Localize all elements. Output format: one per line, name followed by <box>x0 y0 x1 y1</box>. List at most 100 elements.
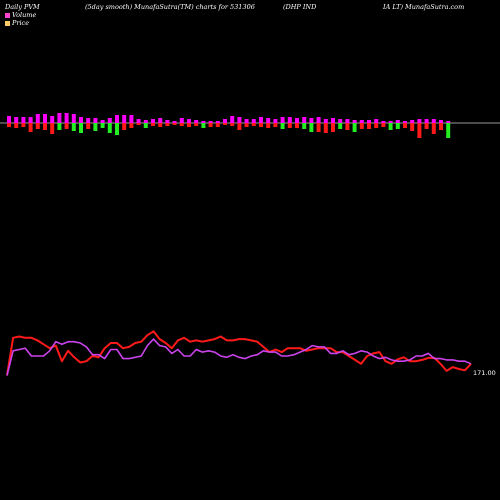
volume-bar-down <box>352 123 357 132</box>
volume-bar-up <box>107 118 112 123</box>
volume-bar-down <box>21 123 26 127</box>
volume-bar-down <box>136 123 141 125</box>
volume-bar-up <box>367 120 371 123</box>
volume-bar-up <box>381 121 386 123</box>
volume-bar-up <box>388 121 393 123</box>
volume-bar-down <box>223 123 227 125</box>
volume-bar-down <box>446 123 451 138</box>
volume-bar-up <box>431 119 436 123</box>
volume-bar-down <box>237 123 242 130</box>
volume-bar-down <box>410 123 415 131</box>
volume-bar-up <box>28 117 33 123</box>
volume-bar-down <box>287 123 292 128</box>
volume-bar-down <box>179 123 184 126</box>
chart-header-left: Daily PVM <box>5 3 40 11</box>
volume-bar-down <box>208 123 213 127</box>
volume-bar-down <box>295 123 299 128</box>
volume-bar-up <box>439 120 443 123</box>
volume-bar-down <box>338 123 343 129</box>
volume-bar-up <box>100 120 105 123</box>
volume-bar-up <box>323 119 328 123</box>
volume-bar-down <box>7 123 11 127</box>
volume-bar-down <box>230 123 235 126</box>
volume-bar-up <box>208 121 213 123</box>
volume-bar-up <box>151 119 155 123</box>
volume-bar-up <box>403 121 407 123</box>
volume-bar-up <box>223 119 227 123</box>
legend-volume-swatch <box>5 12 10 18</box>
volume-bar-down <box>374 123 379 128</box>
volume-bar-down <box>14 123 19 128</box>
volume-bar-down <box>359 123 364 129</box>
volume-bar-up <box>50 116 55 123</box>
volume-bar-up <box>417 119 422 123</box>
volume-bar-down <box>395 123 400 129</box>
volume-bar-up <box>309 118 314 123</box>
price-series-line <box>6 338 472 376</box>
volume-bar-up <box>187 119 191 123</box>
volume-bar-up <box>136 119 141 123</box>
volume-bar-up <box>287 117 292 123</box>
volume-bar-down <box>143 123 148 128</box>
volume-bar-down <box>316 123 321 132</box>
chart-header-title: (5day smooth) MunafaSutra(TM) charts for… <box>85 3 255 11</box>
volume-bar-up <box>201 121 206 123</box>
volume-bar-up <box>374 119 379 123</box>
volume-bar-down <box>122 123 127 130</box>
volume-bar-down <box>417 123 422 138</box>
price-end-label: 171.00 <box>473 369 496 377</box>
volume-bar-up <box>21 117 26 123</box>
volume-bar-down <box>381 123 386 127</box>
volume-bar-up <box>331 118 335 123</box>
volume-bar-down <box>57 123 62 130</box>
volume-bar-up <box>345 119 350 123</box>
volume-bar-up <box>244 119 249 123</box>
volume-bar-up <box>7 116 11 123</box>
volume-bar-up <box>158 118 163 123</box>
volume-bar-down <box>151 123 155 126</box>
volume-bar-up <box>57 113 62 123</box>
volume-bar-up <box>338 119 343 123</box>
volume-bar-down <box>273 123 278 127</box>
volume-bar-up <box>93 118 98 123</box>
legend-volume: Volume <box>5 11 36 19</box>
volume-bar-down <box>194 123 199 126</box>
volume-bar-down <box>331 123 335 132</box>
volume-bar-down <box>280 123 285 129</box>
volume-bar-down <box>201 123 206 128</box>
volume-bar-down <box>367 123 371 129</box>
volume-bar-down <box>439 123 443 130</box>
volume-bar-up <box>230 116 235 123</box>
volume-bar-down <box>165 123 170 126</box>
volume-bar-up <box>71 114 76 123</box>
volume-bar-down <box>129 123 134 128</box>
volume-bar-up <box>14 117 19 123</box>
volume-bar-up <box>143 120 148 123</box>
volume-bar-down <box>100 123 105 128</box>
volume-bar-up <box>215 121 220 123</box>
volume-bar-up <box>122 115 127 123</box>
legend-price-label: Price <box>12 19 30 27</box>
volume-bar-down <box>35 123 40 129</box>
volume-bar-down <box>388 123 393 130</box>
volume-bar-up <box>395 120 400 123</box>
volume-bar-down <box>64 123 69 129</box>
volume-bar-down <box>71 123 76 131</box>
volume-bar-down <box>215 123 220 127</box>
volume-bar-up <box>129 115 134 123</box>
price-series-line <box>6 330 472 376</box>
volume-bar-up <box>410 120 415 123</box>
volume-bar-down <box>302 123 307 129</box>
volume-bar-down <box>86 123 91 129</box>
volume-bar-up <box>280 117 285 123</box>
volume-bar-down <box>244 123 249 127</box>
chart-header-symbol: (DHP IND <box>283 3 317 11</box>
chart-header-source: IA LT) MunafaSutra.com <box>383 3 465 11</box>
volume-bar-up <box>266 118 271 123</box>
volume-bar-up <box>352 120 357 123</box>
volume-bar-down <box>107 123 112 133</box>
volume-bar-down <box>50 123 55 134</box>
volume-bar-down <box>187 123 191 127</box>
volume-bar-up <box>251 119 256 123</box>
